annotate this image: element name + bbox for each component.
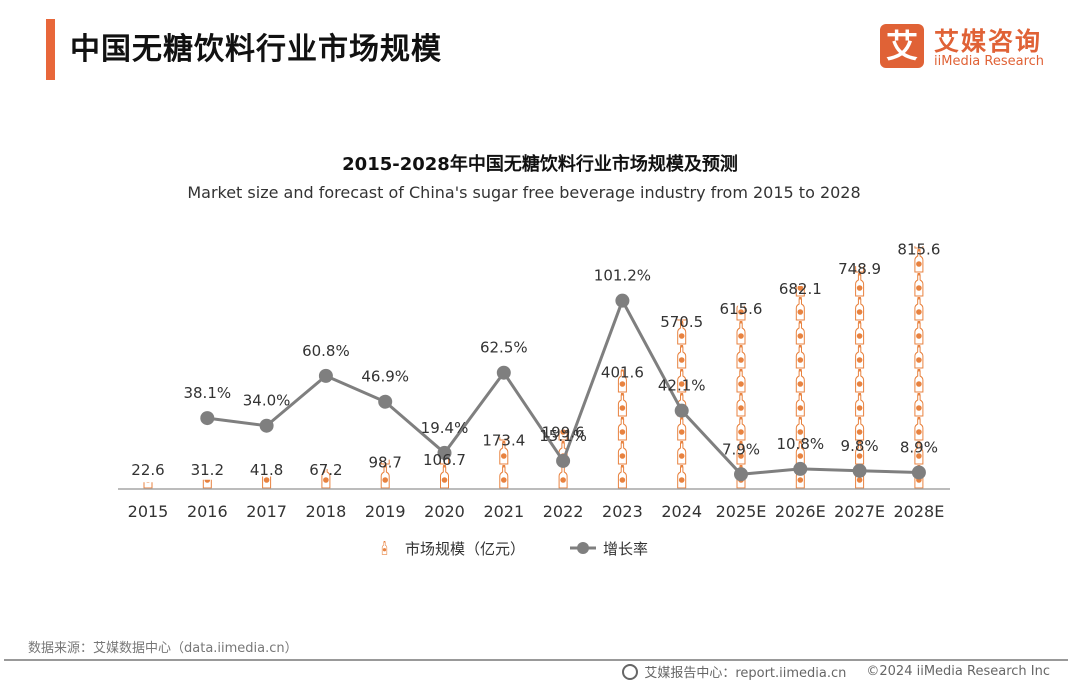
growth-point-2022: [556, 453, 571, 468]
legend-item-market-size: 市场规模（亿元）: [381, 540, 525, 558]
x-tick-2018: 2018: [306, 502, 347, 521]
legend-item-growth-rate: 增长率: [570, 540, 648, 558]
x-tick-2016: 2016: [187, 502, 228, 521]
x-tick-2020: 2020: [424, 502, 465, 521]
title-accent-bar: [46, 19, 55, 80]
logo-mark-icon: 艾: [880, 24, 924, 68]
bar-label-2028E: 815.6: [897, 240, 940, 258]
footer-divider: [4, 659, 1068, 661]
globe-icon: [622, 663, 639, 680]
bar-label-2019: 98.7: [368, 454, 401, 472]
bar-label-2020: 106.7: [423, 451, 466, 469]
x-tick-2023: 2023: [602, 502, 643, 521]
brand-logo: 艾 艾媒咨询 iiMedia Research: [878, 22, 1058, 72]
chart-title: 2015-2028年中国无糖饮料行业市场规模及预测: [342, 154, 738, 175]
bar-label-2015: 22.6: [131, 461, 164, 479]
bar-2021: [499, 437, 509, 489]
x-tick-2022: 2022: [543, 502, 584, 521]
growth-label-2021: 62.5%: [480, 339, 528, 357]
growth-label-2020: 19.4%: [421, 419, 469, 437]
growth-label-2019: 46.9%: [361, 368, 409, 386]
bar-label-2018: 67.2: [309, 461, 342, 479]
growth-label-2018: 60.8%: [302, 342, 350, 360]
bar-2023: [617, 369, 627, 489]
x-tick-2028E: 2028E: [893, 502, 944, 521]
growth-point-2018: [318, 368, 333, 383]
bar-2025E: [736, 305, 746, 489]
bar-label-2025E: 615.6: [720, 300, 763, 318]
x-tick-2026E: 2026E: [775, 502, 826, 521]
growth-point-2016: [200, 411, 215, 426]
logo-name-cn: 艾媒咨询: [934, 27, 1043, 56]
growth-point-2019: [378, 394, 393, 409]
logo-name-en: iiMedia Research: [934, 54, 1045, 69]
x-tick-2019: 2019: [365, 502, 406, 521]
growth-label-2025E: 7.9%: [722, 440, 760, 458]
x-tick-2027E: 2027E: [834, 502, 885, 521]
growth-point-2028E: [911, 465, 926, 480]
svg-text:增长率: 增长率: [603, 540, 648, 558]
chart-subtitle: Market size and forecast of China's suga…: [187, 183, 861, 202]
growth-label-2026E: 10.8%: [776, 435, 824, 453]
report-center-link[interactable]: 艾媒报告中心：report.iimedia.cn: [644, 666, 847, 681]
bar-label-2026E: 682.1: [779, 280, 822, 298]
svg-text:市场规模（亿元）: 市场规模（亿元）: [405, 540, 525, 558]
x-tick-2024: 2024: [661, 502, 702, 521]
bar-2026E: [795, 286, 805, 489]
bar-label-2016: 31.2: [191, 461, 224, 479]
footer: 艾媒报告中心：report.iimedia.cn ©2024 iiMedia R…: [622, 662, 1050, 681]
bar-label-2024: 570.5: [660, 313, 703, 331]
bar-label-2027E: 748.9: [838, 260, 881, 278]
growth-point-2027E: [852, 463, 867, 478]
copyright: ©2024 iiMedia Research Inc: [866, 664, 1050, 679]
bar-label-2022: 199.6: [542, 424, 585, 442]
x-tick-2017: 2017: [246, 502, 287, 521]
growth-label-2022: 15.1%: [539, 427, 587, 445]
bottle-icon: [381, 541, 388, 555]
x-tick-2025E: 2025E: [716, 502, 767, 521]
data-source: 数据来源：艾媒数据中心（data.iimedia.cn）: [28, 641, 298, 656]
growth-point-2017: [259, 418, 274, 433]
growth-label-2023: 101.2%: [594, 267, 651, 285]
growth-point-2020: [437, 445, 452, 460]
bar-label-2023: 401.6: [601, 363, 644, 381]
growth-label-2028E: 8.9%: [900, 438, 938, 456]
bar-label-2017: 41.8: [250, 461, 283, 479]
growth-point-2023: [615, 293, 630, 308]
bar-label-2021: 173.4: [482, 431, 525, 449]
x-tick-2021: 2021: [483, 502, 524, 521]
growth-label-2024: 42.1%: [658, 377, 706, 395]
x-tick-2015: 2015: [128, 502, 169, 521]
line-marker-icon: [577, 542, 589, 554]
growth-point-2026E: [793, 461, 808, 476]
growth-point-2024: [674, 403, 689, 418]
growth-label-2017: 34.0%: [243, 392, 291, 410]
growth-label-2027E: 9.8%: [841, 437, 879, 455]
growth-point-2021: [496, 365, 511, 380]
page-title: 中国无糖饮料行业市场规模: [70, 32, 442, 67]
growth-point-2025E: [734, 467, 748, 482]
growth-label-2016: 38.1%: [183, 384, 231, 402]
